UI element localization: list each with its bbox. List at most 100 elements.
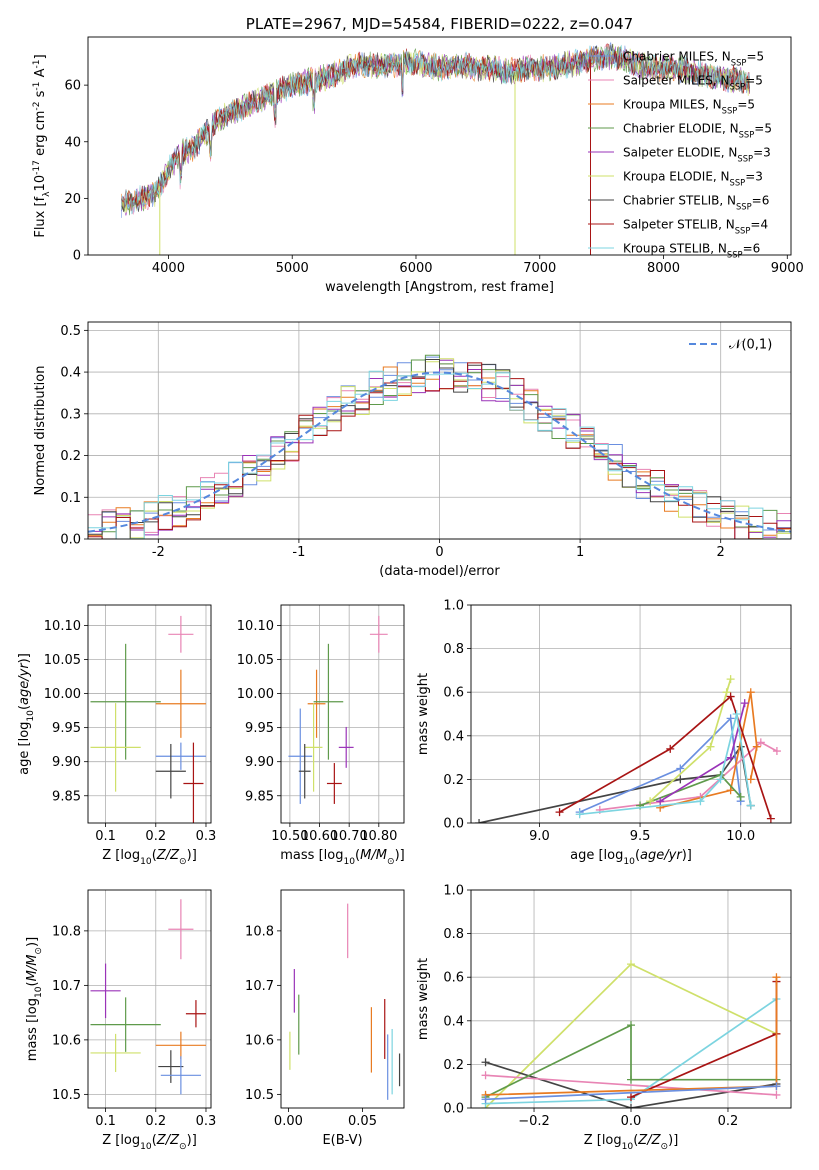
y-tick-label: 0.8 — [443, 642, 464, 657]
x-tick-label: 10.70 — [331, 829, 368, 844]
legend-label-salpeter_miles: Salpeter MILES, NSSP=5 — [623, 74, 763, 92]
x-tick-label: 9.0 — [529, 829, 550, 844]
y-tick-label: 0.0 — [443, 1102, 464, 1117]
y-tick-label: 20 — [64, 192, 81, 207]
age_vs_mass-plot-area — [288, 615, 388, 804]
y-tick-label: 1.0 — [443, 884, 464, 899]
weight-marker-chabrier_miles — [676, 764, 685, 773]
weight_vs_Z-axes: −0.2 0.0 0.2 0.0 0.2 0.4 0.6 0.8 1.0 Z [log10(Z/Z… — [416, 884, 792, 1152]
x-tick-label: 0.2 — [145, 829, 166, 844]
weight-marker-salpeter_stelib — [555, 808, 564, 817]
weight-marker-kroupa_stelib — [575, 810, 584, 819]
weight-marker-kroupa_elodie — [646, 797, 655, 806]
legend-label-kroupa_elodie: Kroupa ELODIE, NSSP=3 — [623, 170, 763, 188]
x-tick-label: -2 — [152, 545, 165, 560]
y-axis-label: mass weight — [416, 958, 431, 1040]
y-tick-label: 0.0 — [60, 533, 81, 548]
y-tick-label: 10.05 — [44, 653, 81, 668]
legend-label-kroupa_stelib: Kroupa STELIB, NSSP=6 — [623, 242, 760, 260]
x-tick-label: 0 — [435, 545, 443, 560]
spectrum-line-chabrier_stelib — [121, 43, 750, 213]
legend-label-chabrier_stelib: Chabrier STELIB, NSSP=6 — [623, 194, 769, 212]
y-tick-label: 0.3 — [60, 407, 81, 422]
weight-marker-kroupa_elodie — [722, 688, 731, 697]
y-tick-label: 9.85 — [245, 789, 274, 804]
weight-line-chabrier_miles — [485, 1085, 777, 1101]
weight-marker-salpeter_stelib — [627, 1093, 635, 1102]
y-tick-label: 10.7 — [52, 979, 81, 994]
y-tick-label: 0.2 — [443, 1058, 464, 1073]
axes-frame — [87, 604, 212, 824]
x-tick-label: 10.50 — [271, 829, 308, 844]
weight-marker-chabrier_miles — [772, 1082, 781, 1091]
weight-marker-salpeter_miles — [772, 1090, 781, 1099]
weight-marker-kroupa_miles — [726, 786, 735, 795]
y-tick-label: 9.90 — [52, 755, 81, 770]
x-axis-label: Z [log10(Z/Z⊙)] — [102, 1133, 197, 1152]
histogram-salpeter_stelib — [88, 362, 791, 539]
x-tick-label: 0.05 — [348, 1114, 377, 1129]
y-tick-label: 0.1 — [60, 491, 81, 506]
weight-marker-salpeter_elodie — [740, 699, 749, 708]
x-axis-label: (data-model)/error — [379, 564, 500, 579]
axes-frame — [87, 889, 212, 1109]
weight-marker-kroupa_elodie — [627, 960, 635, 969]
x-tick-label: 7000 — [523, 261, 556, 276]
y-tick-label: 40 — [64, 135, 81, 150]
weight-marker-chabrier_elodie — [736, 792, 745, 801]
y-axis-label: age [log10(age/yr)] — [17, 653, 36, 775]
y-tick-label: 9.95 — [52, 721, 81, 736]
weight_vs_Z-plot-area — [481, 960, 781, 1108]
age_vs_Z-axes: 0.1 0.2 0.3 9.85 9.90 9.95 10.00 10.05 10.10 Z [l… — [17, 604, 216, 867]
y-tick-label: 10.7 — [245, 979, 274, 994]
y-tick-label: 10.10 — [44, 619, 81, 634]
x-tick-label: -1 — [292, 545, 305, 560]
y-tick-label: 1.0 — [443, 599, 464, 614]
x-tick-label: 10.80 — [360, 829, 397, 844]
chart-title: PLATE=2967, MJD=54584, FIBERID=0222, z=0… — [246, 15, 633, 33]
x-axis-label: Z [log10(Z/Z⊙)] — [584, 1133, 679, 1152]
weight-marker-chabrier_elodie — [627, 1021, 635, 1030]
x-tick-label: 1 — [576, 545, 584, 560]
y-axis-label: Flux [fλ10-17 erg cm-2 s-1 A-1] — [32, 54, 52, 237]
weight_vs_age-plot-area — [475, 675, 781, 823]
x-tick-label: 9.5 — [630, 829, 651, 844]
axes-frame — [470, 604, 792, 824]
weight-marker-salpeter_miles — [772, 747, 781, 756]
y-tick-label: 0.4 — [443, 729, 464, 744]
x-tick-label: 2 — [717, 545, 725, 560]
axes-frame — [87, 36, 792, 256]
x-tick-label: 8000 — [647, 261, 680, 276]
y-tick-label: 0.4 — [60, 366, 81, 381]
weight-line-chabrier_miles — [579, 716, 742, 813]
x-tick-label: 9000 — [771, 261, 804, 276]
y-tick-label: 10.6 — [245, 1033, 274, 1048]
y-tick-label: 0.6 — [443, 686, 464, 701]
spectrum-plot-area — [121, 41, 750, 255]
weight-marker-kroupa_miles — [752, 742, 761, 751]
histogram-kroupa_stelib — [88, 370, 791, 539]
weight-marker-salpeter_elodie — [726, 753, 735, 762]
weight-marker-kroupa_miles — [746, 688, 755, 697]
legend-label-salpeter_stelib: Salpeter STELIB, NSSP=4 — [623, 218, 768, 236]
x-tick-label: 0.00 — [274, 1114, 303, 1129]
y-tick-label: 9.95 — [245, 721, 274, 736]
weight-marker-chabrier_stelib — [627, 1104, 635, 1108]
y-tick-label: 0.5 — [60, 324, 81, 339]
weight-marker-salpeter_elodie — [656, 797, 665, 806]
weight-marker-kroupa_stelib — [716, 775, 725, 784]
spectrum-line-kroupa_stelib — [121, 44, 750, 215]
mass_vs_ebv-axes: 0.00 0.05 10.5 10.6 10.7 10.8 E(B-V) — [245, 889, 405, 1148]
x-axis-label: mass [log10(M/M⊙)] — [280, 848, 404, 867]
weight-marker-salpeter_stelib — [726, 692, 735, 701]
y-tick-label: 60 — [64, 79, 81, 94]
mass_vs_Z-axes: 0.1 0.2 0.3 10.5 10.6 10.7 10.8 Z [log10(Z/Z⊙)]… — [25, 889, 216, 1152]
x-tick-label: 0.1 — [95, 1114, 116, 1129]
weight-marker-kroupa_elodie — [726, 675, 735, 684]
y-tick-label: 10.5 — [245, 1088, 274, 1103]
axes-frame — [280, 889, 405, 1109]
weight-marker-chabrier_stelib — [676, 775, 685, 784]
weight-line-salpeter_stelib — [559, 695, 772, 819]
weight-line-kroupa_elodie — [649, 678, 732, 802]
